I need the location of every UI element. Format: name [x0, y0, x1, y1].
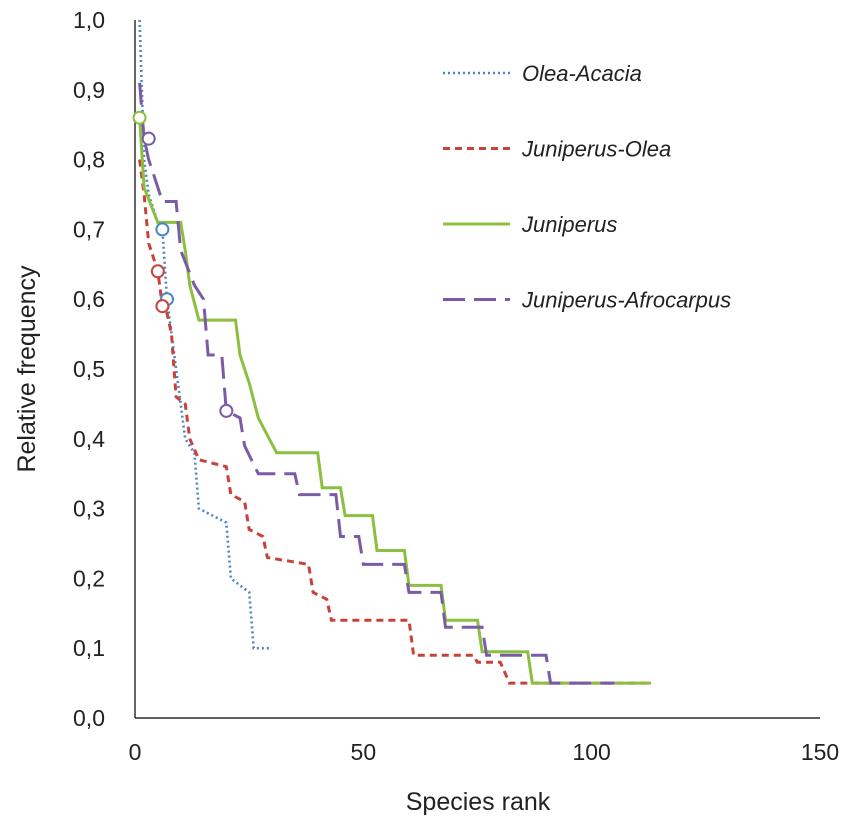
y-tick-label: 0,0: [73, 705, 105, 731]
x-tick-labels: 0 50 100 150: [129, 739, 840, 765]
y-tick-label: 0,4: [73, 426, 105, 452]
y-tick-label: 0,9: [73, 77, 105, 103]
series-marker: [132, 110, 147, 125]
x-axis-title: Species rank: [406, 788, 551, 816]
y-tick-label: 1,0: [73, 7, 105, 33]
series-line-juniperus-olea: [138, 159, 647, 685]
legend-label: Juniperus-Afrocarpus: [521, 288, 731, 313]
series-layer: [138, 19, 651, 685]
x-tick-label: 50: [351, 739, 377, 765]
y-tick-label: 0,6: [73, 286, 105, 312]
series-marker: [219, 403, 234, 418]
series-line-olea-acacia: [138, 19, 272, 650]
y-tick-label: 0,7: [73, 216, 105, 242]
legend-label: Olea-Acacia: [522, 61, 642, 86]
y-tick-label: 0,1: [73, 635, 105, 661]
x-tick-label: 100: [572, 739, 610, 765]
series-marker: [155, 299, 170, 314]
y-axis-title: Relative frequency: [13, 265, 41, 473]
markers-layer: [132, 110, 234, 418]
series-marker: [155, 222, 170, 237]
y-tick-label: 0,5: [73, 356, 105, 382]
y-tick-label: 0,8: [73, 147, 105, 173]
series-line-juniperus-afrocarpus: [138, 82, 615, 685]
legend-label: Juniperus-Olea: [521, 137, 671, 162]
series-marker: [141, 131, 156, 146]
legend: Olea-Acacia Juniperus-Olea Juniperus Junipe…: [443, 61, 731, 313]
legend-label: Juniperus: [521, 212, 617, 237]
x-tick-label: 150: [801, 739, 839, 765]
axes-layer: [134, 20, 820, 719]
series-marker: [150, 264, 165, 279]
x-tick-label: 0: [129, 739, 142, 765]
y-tick-label: 0,2: [73, 565, 105, 591]
y-tick-labels: 0,0 0,1 0,2 0,3 0,4 0,5 0,6 0,7 0,8 0,9 1,0: [73, 7, 105, 731]
series-line-juniperus: [138, 117, 651, 685]
y-tick-label: 0,3: [73, 496, 105, 522]
